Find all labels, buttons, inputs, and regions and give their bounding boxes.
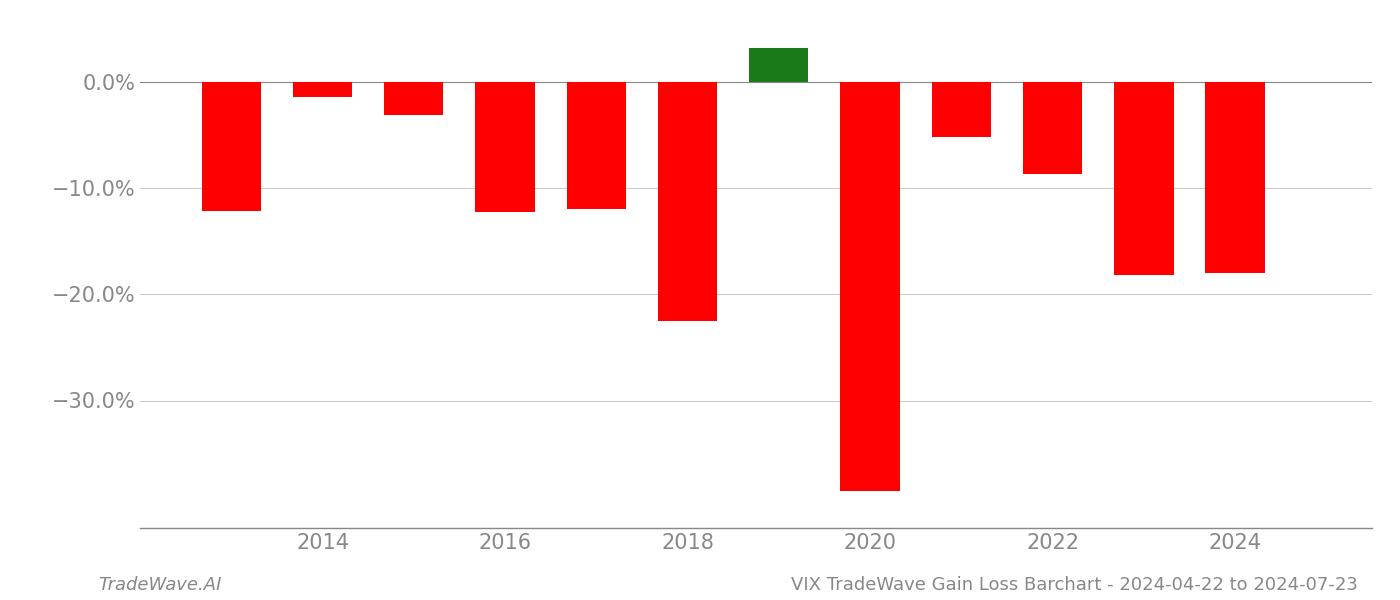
Bar (293, 82, 353, 97)
Bar (1205, 82, 1264, 273)
Bar (384, 82, 444, 115)
Bar (1114, 82, 1173, 275)
Text: VIX TradeWave Gain Loss Barchart - 2024-04-22 to 2024-07-23: VIX TradeWave Gain Loss Barchart - 2024-… (791, 576, 1358, 594)
Bar (567, 82, 626, 209)
Text: TradeWave.AI: TradeWave.AI (98, 576, 221, 594)
Bar (749, 48, 808, 82)
Bar (931, 82, 991, 137)
Bar (840, 82, 900, 491)
Bar (476, 82, 535, 212)
Bar (658, 82, 717, 321)
Bar (1023, 82, 1082, 174)
Bar (202, 82, 260, 211)
